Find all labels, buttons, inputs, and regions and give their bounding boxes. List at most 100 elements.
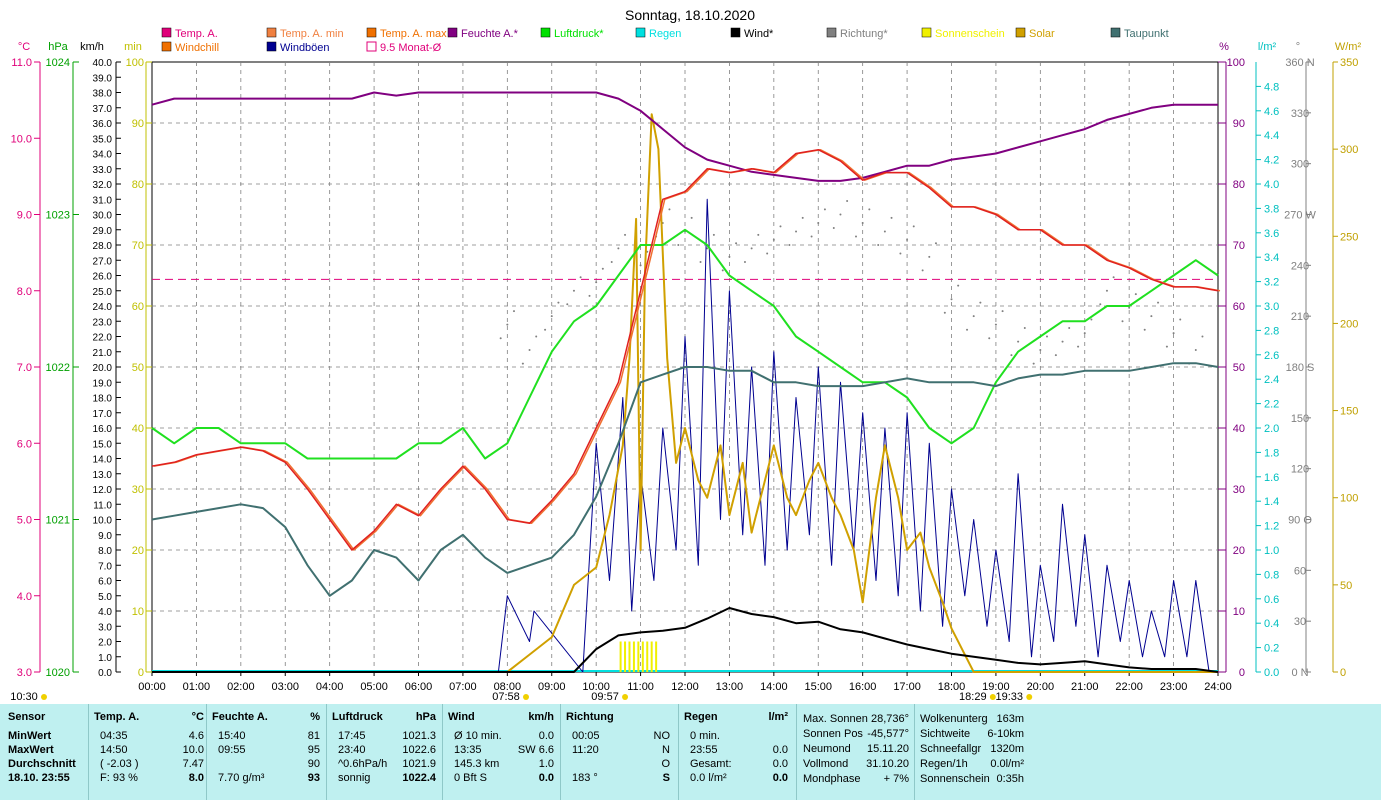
wind-tick-label: 19.0 [93,378,113,389]
misc-label: Wolkenunterg [920,713,988,725]
axis-unit-wind: km/h [80,41,104,53]
wind-tick-label: 13.0 [93,470,113,481]
richtung-row-label: 183 ° [572,772,598,784]
direction-tick-label: 180 S [1286,362,1315,374]
x-tick-label: 15:00 [804,681,832,693]
direction-point [861,221,864,224]
direction-point [721,269,724,272]
direction-point [528,349,531,352]
pressure-tick-label: 1023 [46,210,70,222]
rain-tick-label: 4.2 [1264,155,1279,167]
legend-swatch [161,41,172,52]
solar-tick-label: 250 [1340,231,1358,243]
regen-row-value: 0.0 [772,744,788,756]
legend: Temp. A. Temp. A. min Temp. A. max Feuchte … [161,27,1169,54]
humidity-tick-label: 40 [1233,423,1245,435]
direction-point [579,276,582,279]
direction-point [690,216,693,219]
misc-label: Schneefallgr [920,743,982,755]
direction-point [1157,301,1160,304]
rain-tick-label: 2.0 [1264,423,1279,435]
direction-point [544,328,547,331]
direction-point [979,301,982,304]
direction-point [810,235,813,238]
temp-tick-label: 7.0 [17,362,32,374]
temp-row-value: 8.0 [188,772,204,784]
regen-row-value: 0.0 [772,758,788,770]
legend-label: Luftdruck* [554,28,604,40]
wind-tick-label: 6.0 [98,577,112,588]
direction-point [535,335,538,338]
temp-max-series [153,148,1221,551]
direction-point [1179,318,1182,321]
x-tick-label: 13:00 [716,681,744,693]
direction-tick-label: 360 N [1285,57,1314,69]
wind-tick-label: 24.0 [93,302,113,313]
axis-unit-direction: ° [1296,41,1300,53]
solar-series [152,113,1218,673]
wind-tick-label: 12.0 [93,485,113,496]
wind-tick-label: 35.0 [93,134,113,145]
legend-swatch [366,41,377,52]
rain-tick-label: 3.2 [1264,277,1279,289]
direction-point [1001,310,1004,313]
direction-point [934,242,937,245]
misc-label: Sichtweite [920,728,971,740]
direction-point [766,252,769,255]
direction-point [1068,327,1071,330]
direction-point [890,216,893,219]
direction-tick-label: 270 W [1284,210,1316,222]
feuchte-row-label: 7.70 g/m³ [218,772,265,784]
wind-header: Wind [448,711,475,723]
temp-tick-label: 3.0 [17,667,32,679]
direction-tick-label: 0 N [1291,667,1308,679]
direction-point [1150,315,1153,318]
x-tick-label: 01:00 [183,681,211,693]
astro-value: 31.10.20 [866,758,909,770]
wind-tick-label: 31.0 [93,195,113,206]
direction-tick-label: 240 [1291,260,1309,272]
humidity-tick-label: 70 [1233,240,1245,252]
luftdruck-header: Luftdruck [332,711,383,723]
direction-point [868,208,871,211]
rain-tick-label: 2.4 [1264,374,1279,386]
rain-tick-label: 1.6 [1264,472,1279,484]
regen-row-label: 0.0 l/m² [690,772,727,784]
wind-tick-label: 11.0 [93,500,112,511]
axes: 00:00 01:00 02:00 03:00 04:00 05:00 06:00 07:00… [11,41,1362,693]
sensor-row-label: Durchschnitt [8,758,76,770]
wind-tick-label: 28.0 [93,241,113,252]
wind-tick-label: 18.0 [93,394,113,405]
wind-tick-label: 15.0 [93,439,113,450]
richtung-row-value: O [661,758,670,770]
wind-tick-label: 3.0 [98,622,112,633]
rain-tick-label: 3.0 [1264,301,1279,313]
luftdruck-row-value: 1021.3 [402,730,436,742]
wind-tick-label: 33.0 [93,165,113,176]
direction-point [1032,362,1035,365]
axis-unit-sun: min [124,41,142,53]
pressure-tick-label: 1022 [46,362,70,374]
astro-label: Mondphase [803,773,861,785]
wind-tick-label: 8.0 [98,546,112,557]
wind-tick-label: 32.0 [93,180,113,191]
x-tick-label: 24:00 [1204,681,1232,693]
wind-tick-label: 20.0 [93,363,113,374]
richtung-row-value: N [662,744,670,756]
legend-swatch [730,27,741,38]
direction-point [1054,354,1057,357]
direction-point [823,208,826,211]
marker-sun-icon [523,694,530,700]
misc-value: 163m [996,713,1024,725]
panel-divider [206,704,207,800]
direction-point [846,199,849,202]
marker-left: 10:30 [10,691,38,703]
direction-point [1105,289,1108,292]
misc-label: Sonnenschein [920,773,990,785]
direction-tick-label: 210 [1291,311,1309,323]
direction-point [772,238,775,241]
direction-tick-label: 300 [1291,159,1309,171]
temp-tick-label: 10.0 [11,133,32,145]
direction-point [617,247,620,250]
wind-tick-label: 5.0 [98,592,112,603]
